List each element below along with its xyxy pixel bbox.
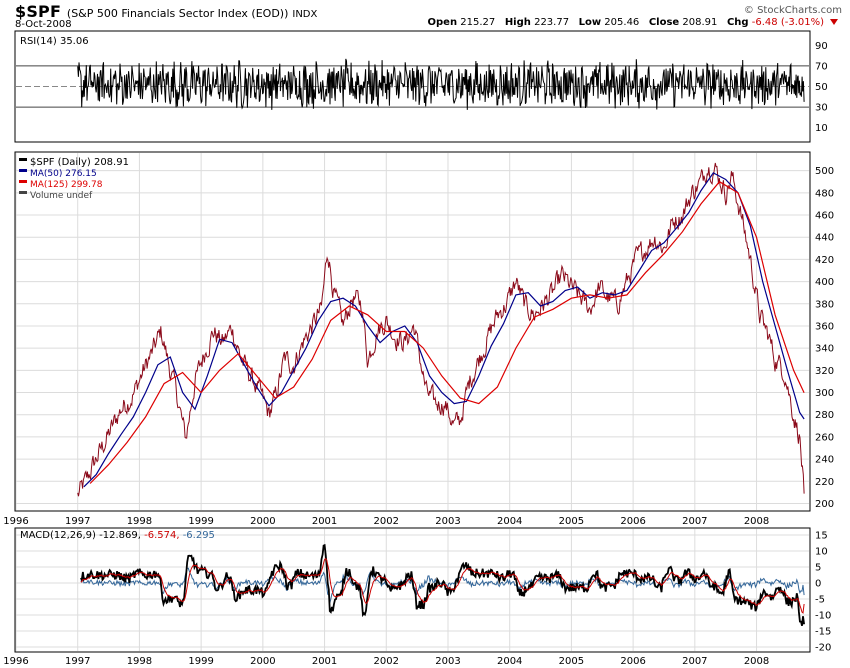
high-label: High (504, 17, 531, 28)
price-y-tick-500: 500 (815, 166, 834, 177)
price-x-tick-2002: 2002 (374, 516, 399, 527)
macd-x-tick-2005: 2005 (559, 656, 584, 667)
rsi-y-tick-90: 90 (815, 41, 828, 52)
price-y-tick-380: 380 (815, 299, 834, 310)
macd-x-tick-1997: 1997 (65, 656, 90, 667)
price-y-tick-240: 240 (815, 455, 834, 466)
macd-legend-signal: -6.574, (144, 530, 183, 541)
quote-summary: Open 215.27 High 223.77 Low 205.46 Close… (428, 17, 824, 28)
macd-y-tick--10: -10 (815, 611, 831, 622)
rsi-y-tick-50: 50 (815, 82, 828, 93)
macd-y-tick--5: -5 (815, 595, 825, 606)
price-y-tick-340: 340 (815, 344, 834, 355)
macd-x-tick-2006: 2006 (620, 656, 645, 667)
macd-y-tick-15: 15 (815, 531, 828, 542)
price-y-tick-460: 460 (815, 211, 834, 222)
brand-watermark: © StockCharts.com (743, 5, 842, 16)
macd-x-tick-2003: 2003 (435, 656, 460, 667)
symbol-title: $SPF (S&P 500 Financials Sector Index (E… (15, 2, 317, 21)
price-y-tick-300: 300 (815, 388, 834, 399)
price-y-tick-260: 260 (815, 432, 834, 443)
rsi-y-tick-10: 10 (815, 123, 828, 134)
legend-swatch-0 (19, 158, 27, 161)
macd-legend-macd: MACD(12,26,9) -12.869, (20, 530, 144, 541)
macd-x-tick-2000: 2000 (250, 656, 275, 667)
exchange: INDX (292, 9, 318, 20)
open-value: 215.27 (460, 17, 496, 28)
chg-label: Chg (726, 17, 749, 28)
price-x-tick-2000: 2000 (250, 516, 275, 527)
macd-x-tick-1996: 1996 (3, 656, 28, 667)
price-x-tick-2001: 2001 (312, 516, 337, 527)
macd-y-tick-0: 0 (815, 579, 821, 590)
rsi-y-tick-70: 70 (815, 61, 828, 72)
macd-y-tick-10: 10 (815, 547, 828, 558)
price-x-tick-1996: 1996 (3, 516, 28, 527)
macd-x-tick-2001: 2001 (312, 656, 337, 667)
legend-swatch-1 (19, 169, 27, 172)
price-legend-0: $SPF (Daily) 208.91 (30, 157, 129, 168)
rsi-legend: RSI(14) 35.06 (20, 36, 89, 47)
close-value: 208.91 (682, 17, 718, 28)
macd-x-tick-2002: 2002 (374, 656, 399, 667)
price-x-tick-2007: 2007 (682, 516, 707, 527)
macd-signal-line (80, 557, 805, 614)
ma125-line (89, 180, 805, 484)
quote-date: 8-Oct-2008 (15, 19, 72, 30)
price-x-tick-1998: 1998 (127, 516, 152, 527)
macd-y-tick-5: 5 (815, 563, 821, 574)
price-legend-2: MA(125) 299.78 (30, 180, 103, 190)
spf-price-line (77, 162, 805, 497)
price-legend-1: MA(50) 276.15 (30, 169, 97, 179)
macd-x-tick-2007: 2007 (682, 656, 707, 667)
macd-y-tick--15: -15 (815, 627, 831, 638)
symbol: $SPF (15, 2, 62, 21)
price-x-tick-1997: 1997 (65, 516, 90, 527)
rsi-legend-bg (17, 35, 157, 46)
legend-swatch-2 (19, 180, 27, 183)
rsi-y-tick-30: 30 (815, 103, 828, 114)
price-panel (14, 151, 811, 512)
low-label: Low (578, 17, 602, 28)
symbol-name: (S&P 500 Financials Sector Index (EOD)) (66, 7, 289, 20)
low-value: 205.46 (604, 17, 640, 28)
macd-x-tick-1999: 1999 (188, 656, 213, 667)
down-arrow-icon (830, 19, 838, 25)
macd-legend: MACD(12,26,9) -12.869, -6.574, -6.295 (20, 530, 215, 541)
chg-value: -6.48 (-3.01%) (751, 17, 824, 28)
price-y-tick-220: 220 (815, 477, 834, 488)
price-y-tick-280: 280 (815, 410, 834, 421)
ma50-line (83, 172, 805, 488)
macd-x-tick-1998: 1998 (127, 656, 152, 667)
macd-y-tick--20: -20 (815, 643, 831, 654)
macd-legend-histogram: -6.295 (183, 530, 215, 541)
price-x-tick-2008: 2008 (744, 516, 769, 527)
price-y-tick-200: 200 (815, 499, 834, 510)
price-y-tick-420: 420 (815, 255, 834, 266)
close-label: Close (648, 17, 680, 28)
price-y-tick-400: 400 (815, 277, 834, 288)
price-x-tick-2003: 2003 (435, 516, 460, 527)
price-legend-3: Volume undef (30, 191, 93, 201)
price-y-tick-440: 440 (815, 233, 834, 244)
rsi-line (77, 58, 805, 110)
legend-swatch-3 (19, 191, 27, 194)
macd-x-tick-2008: 2008 (744, 656, 769, 667)
macd-line (80, 543, 805, 627)
macd-panel (14, 527, 811, 653)
open-label: Open (427, 17, 458, 28)
price-x-tick-2004: 2004 (497, 516, 522, 527)
price-y-tick-480: 480 (815, 188, 834, 199)
price-y-tick-320: 320 (815, 366, 834, 377)
price-x-tick-2005: 2005 (559, 516, 584, 527)
price-x-tick-2006: 2006 (620, 516, 645, 527)
price-x-tick-1999: 1999 (188, 516, 213, 527)
macd-x-tick-2004: 2004 (497, 656, 522, 667)
price-y-tick-360: 360 (815, 321, 834, 332)
high-value: 223.77 (534, 17, 570, 28)
